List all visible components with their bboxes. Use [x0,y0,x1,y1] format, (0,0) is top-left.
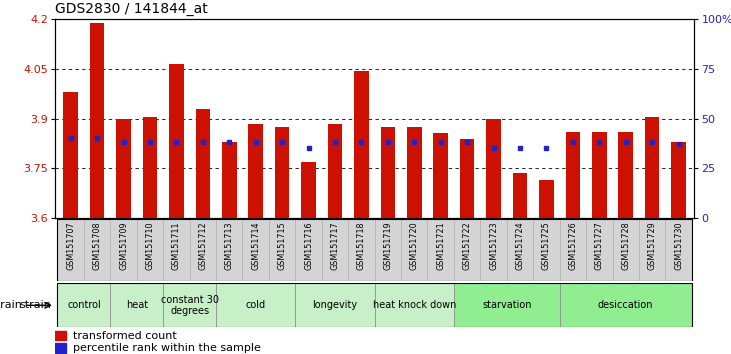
Bar [671,142,686,218]
Text: cold: cold [246,300,266,310]
Bar [613,219,639,281]
Bar [327,124,342,218]
Text: percentile rank within the sample: percentile rank within the sample [72,343,261,353]
Bar [381,127,395,218]
Bar [665,219,692,281]
Bar [110,219,137,281]
Bar [84,219,110,281]
Bar [592,132,607,218]
Text: GSM151728: GSM151728 [621,221,630,270]
Bar [64,92,78,218]
Text: transformed count: transformed count [72,331,176,341]
Text: GSM151723: GSM151723 [489,221,498,270]
Bar [401,219,428,281]
Bar [116,119,131,218]
Text: GSM151720: GSM151720 [410,221,419,270]
Bar [295,283,374,327]
Text: strain: strain [19,300,51,310]
Text: GSM151708: GSM151708 [93,221,102,270]
Bar [639,219,665,281]
Bar [480,219,507,281]
Text: heat knock down: heat knock down [373,300,456,310]
Text: GSM151725: GSM151725 [542,221,551,270]
Bar [586,219,613,281]
Bar [137,219,163,281]
Text: GSM151717: GSM151717 [330,221,339,270]
Text: GSM151709: GSM151709 [119,221,128,270]
Bar [348,219,374,281]
Bar [269,219,295,281]
Text: strain: strain [0,300,22,310]
Text: control: control [67,300,101,310]
Bar [645,117,659,218]
Bar [618,132,633,218]
Bar [110,283,163,327]
Bar [196,109,210,218]
Text: heat: heat [126,300,148,310]
Text: GSM151715: GSM151715 [278,221,287,270]
Bar [433,133,448,218]
Text: GSM151719: GSM151719 [383,221,393,270]
Bar [90,23,105,218]
Bar [486,119,501,218]
Bar [216,219,243,281]
Bar [560,219,586,281]
Bar [512,173,527,218]
Bar [58,219,84,281]
Text: GSM151729: GSM151729 [648,221,656,270]
Text: desiccation: desiccation [598,300,654,310]
Bar [354,71,368,218]
Bar [275,127,289,218]
Text: constant 30
degrees: constant 30 degrees [161,295,219,316]
Text: GSM151718: GSM151718 [357,221,366,270]
Bar [460,139,474,218]
Bar [301,161,316,218]
Bar [222,142,237,218]
Bar [507,219,533,281]
Bar [560,283,692,327]
Bar [539,180,553,218]
Bar [169,64,183,218]
Text: GSM151714: GSM151714 [251,221,260,270]
Bar [295,219,322,281]
Text: GSM151710: GSM151710 [145,221,154,270]
Text: GSM151721: GSM151721 [436,221,445,270]
Bar [55,343,67,353]
Bar [454,283,560,327]
Bar [374,283,454,327]
Text: GSM151726: GSM151726 [569,221,577,270]
Bar [374,219,401,281]
Bar [407,127,422,218]
Bar [249,124,263,218]
Text: GDS2830 / 141844_at: GDS2830 / 141844_at [55,2,208,16]
Bar [55,331,67,341]
Text: GSM151722: GSM151722 [463,221,471,270]
Bar [58,283,110,327]
Text: longevity: longevity [312,300,357,310]
Bar [454,219,480,281]
Bar [566,132,580,218]
Bar [243,219,269,281]
Text: GSM151711: GSM151711 [172,221,181,270]
Bar [163,219,189,281]
Text: GSM151707: GSM151707 [67,221,75,270]
Text: GSM151730: GSM151730 [674,221,683,270]
Bar [143,117,157,218]
Bar [189,219,216,281]
Bar [216,283,295,327]
Bar [322,219,348,281]
Bar [533,219,560,281]
Text: GSM151724: GSM151724 [515,221,525,270]
Bar [428,219,454,281]
Text: starvation: starvation [482,300,531,310]
Bar [163,283,216,327]
Text: GSM151712: GSM151712 [198,221,208,270]
Text: GSM151713: GSM151713 [224,221,234,270]
Text: GSM151716: GSM151716 [304,221,313,270]
Text: GSM151727: GSM151727 [595,221,604,270]
